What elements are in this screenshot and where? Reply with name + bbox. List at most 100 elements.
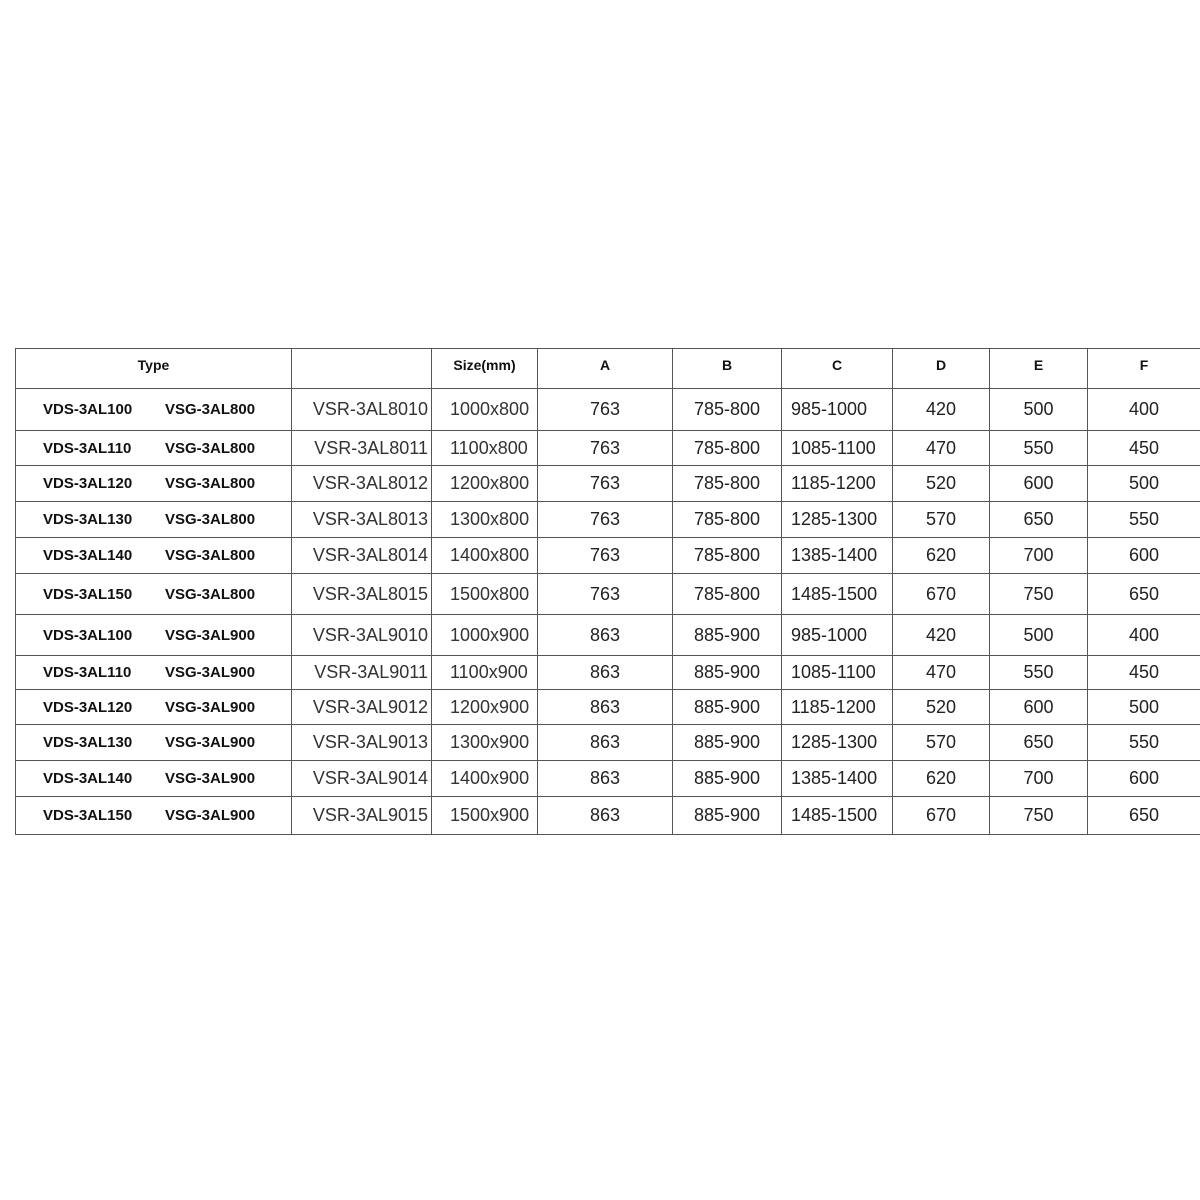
b-cell: 885-900 xyxy=(672,655,782,690)
f-cell: 550 xyxy=(1087,501,1200,538)
c-cell: 1285-1300 xyxy=(781,724,893,761)
size-cell: 1400x800 xyxy=(431,537,538,574)
f-cell: 600 xyxy=(1087,537,1200,574)
e-cell: 650 xyxy=(989,724,1088,761)
a-cell: 763 xyxy=(537,430,673,466)
header-type: Type xyxy=(15,348,292,389)
header-b: B xyxy=(672,348,782,389)
vsg-code: VSG-3AL800 xyxy=(165,511,256,528)
a-cell: 763 xyxy=(537,501,673,538)
vds-code: VDS-3AL120 xyxy=(43,475,133,492)
model-cell: VSR-3AL8012 xyxy=(291,465,432,502)
f-cell: 400 xyxy=(1087,388,1200,431)
header-c: C xyxy=(781,348,893,389)
size-cell: 1500x900 xyxy=(431,796,538,835)
e-cell: 600 xyxy=(989,689,1088,725)
d-cell: 620 xyxy=(892,760,990,797)
c-cell: 1185-1200 xyxy=(781,689,893,725)
model-cell: VSR-3AL9013 xyxy=(291,724,432,761)
a-cell: 863 xyxy=(537,724,673,761)
a-cell: 763 xyxy=(537,537,673,574)
c-cell: 1285-1300 xyxy=(781,501,893,538)
d-cell: 470 xyxy=(892,655,990,690)
type-cell: VDS-3AL110 VSG-3AL800 xyxy=(15,430,292,466)
vds-code: VDS-3AL150 xyxy=(43,807,133,824)
model-cell: VSR-3AL8011 xyxy=(291,430,432,466)
d-cell: 670 xyxy=(892,573,990,615)
d-cell: 570 xyxy=(892,724,990,761)
b-cell: 885-900 xyxy=(672,689,782,725)
vsg-code: VSG-3AL800 xyxy=(165,475,256,492)
c-cell: 985-1000 xyxy=(781,388,893,431)
vsg-code: VSG-3AL800 xyxy=(165,439,256,457)
c-cell: 1385-1400 xyxy=(781,760,893,797)
size-cell: 1200x800 xyxy=(431,465,538,502)
header-f: F xyxy=(1087,348,1200,389)
type-cell: VDS-3AL130 VSG-3AL800 xyxy=(15,501,292,538)
header-row: Type Size(mm) A B C D E F xyxy=(15,348,1200,389)
e-cell: 650 xyxy=(989,501,1088,538)
vsg-code: VSG-3AL900 xyxy=(165,626,256,644)
vds-code: VDS-3AL130 xyxy=(43,734,133,751)
d-cell: 620 xyxy=(892,537,990,574)
vsg-code: VSG-3AL800 xyxy=(165,401,256,418)
b-cell: 785-800 xyxy=(672,430,782,466)
model-cell: VSR-3AL9010 xyxy=(291,614,432,656)
vds-code: VDS-3AL110 xyxy=(43,664,132,681)
c-cell: 1385-1400 xyxy=(781,537,893,574)
size-cell: 1300x800 xyxy=(431,501,538,538)
table-row: VDS-3AL110 VSG-3AL900 VSR-3AL9011 1100x900 8… xyxy=(15,655,1200,690)
vds-code: VDS-3AL150 xyxy=(43,585,133,603)
vsg-code: VSG-3AL900 xyxy=(165,664,256,681)
model-cell: VSR-3AL9011 xyxy=(291,655,432,690)
model-cell: VSR-3AL8015 xyxy=(291,573,432,615)
vsg-code: VSG-3AL900 xyxy=(165,807,256,824)
a-cell: 863 xyxy=(537,614,673,656)
table-row: VDS-3AL150 VSG-3AL900 VSR-3AL9015 1500x900 8… xyxy=(15,796,1200,835)
model-cell: VSR-3AL9015 xyxy=(291,796,432,835)
a-cell: 763 xyxy=(537,388,673,431)
f-cell: 450 xyxy=(1087,655,1200,690)
d-cell: 520 xyxy=(892,465,990,502)
header-e: E xyxy=(989,348,1088,389)
c-cell: 1485-1500 xyxy=(781,796,893,835)
f-cell: 450 xyxy=(1087,430,1200,466)
e-cell: 550 xyxy=(989,655,1088,690)
e-cell: 500 xyxy=(989,388,1088,431)
model-cell: VSR-3AL8014 xyxy=(291,537,432,574)
d-cell: 520 xyxy=(892,689,990,725)
table-row: VDS-3AL140 VSG-3AL900 VSR-3AL9014 1400x900 8… xyxy=(15,760,1200,797)
d-cell: 420 xyxy=(892,388,990,431)
e-cell: 550 xyxy=(989,430,1088,466)
c-cell: 1085-1100 xyxy=(781,655,893,690)
table-row: VDS-3AL130 VSG-3AL900 VSR-3AL9013 1300x900 8… xyxy=(15,724,1200,761)
f-cell: 400 xyxy=(1087,614,1200,656)
b-cell: 785-800 xyxy=(672,537,782,574)
vds-code: VDS-3AL120 xyxy=(43,698,133,716)
size-cell: 1500x800 xyxy=(431,573,538,615)
type-cell: VDS-3AL150 VSG-3AL900 xyxy=(15,796,292,835)
b-cell: 785-800 xyxy=(672,573,782,615)
size-cell: 1000x800 xyxy=(431,388,538,431)
f-cell: 650 xyxy=(1087,796,1200,835)
model-cell: VSR-3AL8010 xyxy=(291,388,432,431)
size-cell: 1000x900 xyxy=(431,614,538,656)
table-row: VDS-3AL130 VSG-3AL800 VSR-3AL8013 1300x800 7… xyxy=(15,501,1200,538)
a-cell: 863 xyxy=(537,655,673,690)
a-cell: 763 xyxy=(537,465,673,502)
b-cell: 885-900 xyxy=(672,614,782,656)
vds-code: VDS-3AL140 xyxy=(43,547,133,564)
a-cell: 763 xyxy=(537,573,673,615)
c-cell: 1085-1100 xyxy=(781,430,893,466)
b-cell: 885-900 xyxy=(672,724,782,761)
type-cell: VDS-3AL130 VSG-3AL900 xyxy=(15,724,292,761)
b-cell: 885-900 xyxy=(672,796,782,835)
vsg-code: VSG-3AL900 xyxy=(165,734,256,751)
e-cell: 750 xyxy=(989,796,1088,835)
a-cell: 863 xyxy=(537,796,673,835)
type-cell: VDS-3AL120 VSG-3AL900 xyxy=(15,689,292,725)
vds-code: VDS-3AL140 xyxy=(43,770,133,787)
vsg-code: VSG-3AL800 xyxy=(165,547,256,564)
b-cell: 785-800 xyxy=(672,501,782,538)
b-cell: 785-800 xyxy=(672,388,782,431)
